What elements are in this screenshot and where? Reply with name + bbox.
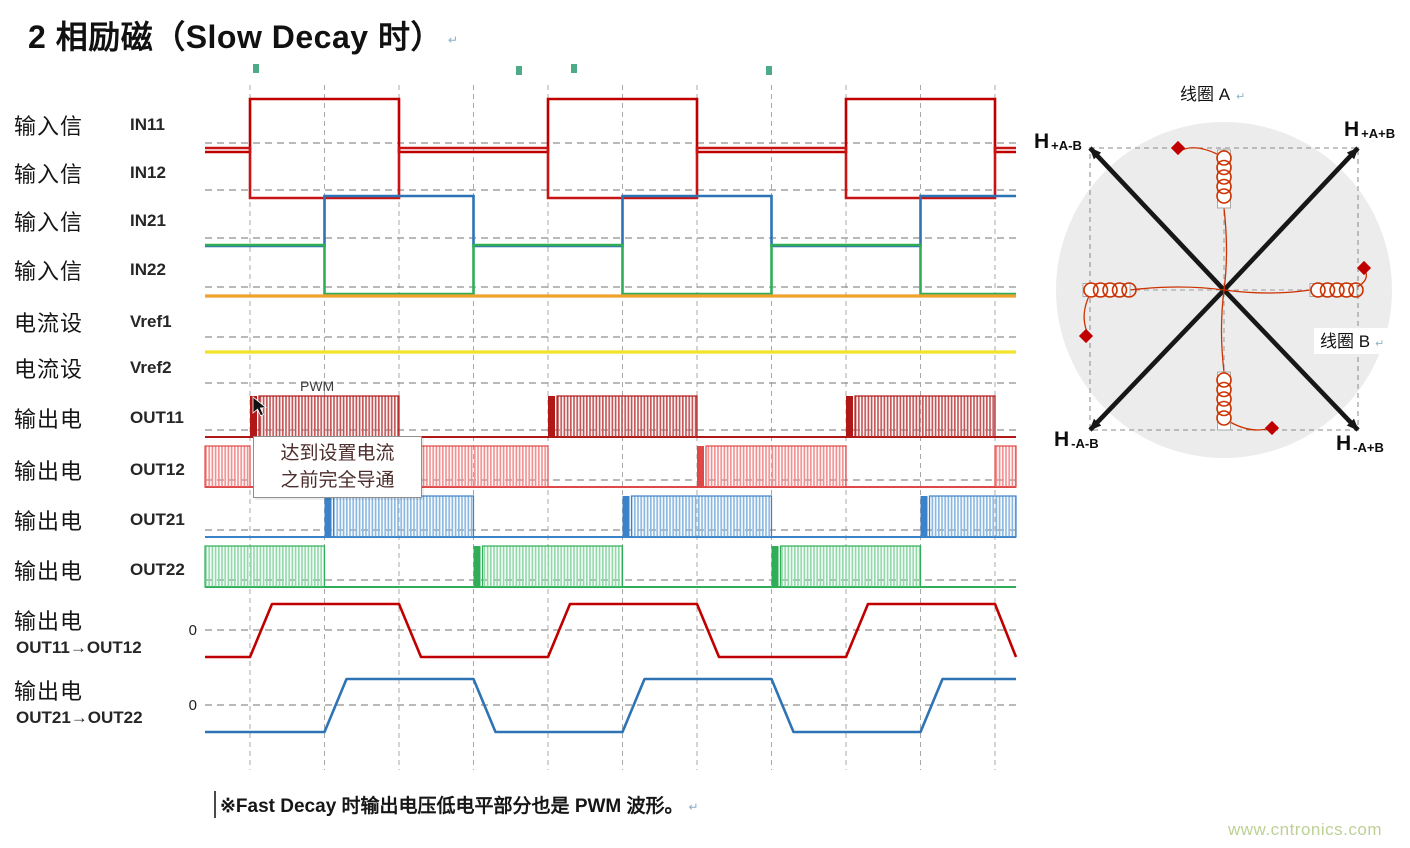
coil-bottom-loop bbox=[1216, 400, 1232, 417]
coil-left-loop bbox=[1092, 282, 1109, 298]
pwm-burst-OUT11 bbox=[556, 395, 698, 438]
coil-b-label-bg bbox=[1314, 328, 1396, 354]
coil-top-loop bbox=[1216, 188, 1232, 204]
lead-pulse-OUT22 bbox=[771, 546, 779, 587]
pwm-burst-OUT22 bbox=[779, 545, 922, 588]
lead-pulse-OUT21 bbox=[622, 496, 630, 537]
coil-wire bbox=[1129, 286, 1225, 291]
pwm-burst-OUT12 bbox=[705, 445, 847, 488]
diamond-marker bbox=[1170, 140, 1186, 156]
lead-pulse-OUT11 bbox=[250, 396, 257, 437]
coil-right-loop bbox=[1329, 282, 1345, 298]
lead-pulse-OUT21 bbox=[920, 496, 928, 537]
zero-label: 0 bbox=[189, 622, 197, 639]
page-title: 2 相励磁（Slow Decay 时） ↵ bbox=[28, 12, 459, 58]
vector-diagram: 线圈 A ↵ 线圈 B ↵ H +A-B H +A+B H -A-B H -A+B bbox=[1034, 85, 1396, 458]
coil-top-loop bbox=[1216, 178, 1232, 195]
coil-bottom-loop bbox=[1216, 372, 1232, 388]
paragraph-mark-icon: ↵ bbox=[688, 799, 699, 814]
coil-bottom-loop bbox=[1216, 391, 1232, 407]
pwm-burst-OUT11 bbox=[854, 395, 996, 438]
coil-top-loop bbox=[1216, 169, 1232, 185]
annotation-box: 达到设置电流 之前完全导通 bbox=[253, 436, 422, 498]
pwm-burst-OUT12 bbox=[204, 445, 251, 488]
coil-top-loop bbox=[1216, 159, 1232, 176]
artifact-mark bbox=[766, 66, 772, 75]
pwm-burst-OUT21 bbox=[332, 495, 475, 538]
diamond-marker bbox=[1356, 260, 1372, 276]
coil-right-loop bbox=[1338, 282, 1355, 298]
pwm-burst-OUT12 bbox=[407, 445, 549, 488]
annotation-line-1: 达到设置电流 bbox=[280, 443, 395, 464]
corner-label: H -A+B bbox=[1336, 432, 1384, 455]
waveform-OUT21→OUT22 bbox=[205, 677, 1016, 734]
pwm-burst-OUT11 bbox=[258, 395, 400, 438]
coil-bottom-loop bbox=[1216, 381, 1232, 398]
diamond-marker bbox=[1078, 328, 1094, 344]
coil-b-label: 线圈 B ↵ bbox=[1320, 332, 1384, 351]
artifact-mark bbox=[571, 64, 577, 73]
footnote: ※Fast Decay 时输出电压低电平部分也是 PWM 波形。 ↵ bbox=[214, 791, 699, 818]
coil-left-loop bbox=[1111, 282, 1128, 298]
watermark: www.cntronics.com bbox=[1228, 820, 1382, 839]
lead-pulse-OUT11 bbox=[548, 396, 555, 437]
pwm-burst-OUT22 bbox=[204, 545, 326, 588]
waveform-IN22 bbox=[205, 243, 1016, 296]
corner-label: H +A-B bbox=[1034, 130, 1082, 153]
vector-arrow bbox=[1222, 146, 1360, 292]
coil-right-loop bbox=[1319, 282, 1336, 298]
cursor-icon bbox=[252, 396, 268, 417]
coil-wire bbox=[1220, 289, 1225, 373]
coil-left-loop bbox=[1121, 282, 1137, 298]
coil-bottom-loop bbox=[1216, 410, 1232, 426]
coil-a-label: 线圈 A ↵ bbox=[1180, 85, 1245, 104]
pwm-burst-OUT21 bbox=[630, 495, 773, 538]
corner-label: H +A+B bbox=[1344, 118, 1395, 141]
coil-right-loop bbox=[1348, 282, 1364, 298]
coil-left-loop bbox=[1083, 282, 1099, 298]
lead-pulse-OUT12 bbox=[697, 446, 704, 487]
corner-label: H -A-B bbox=[1054, 428, 1099, 451]
annotation-line-2: 之前完全导通 bbox=[280, 470, 395, 491]
diamond-marker bbox=[1264, 420, 1280, 436]
zero-label: 0 bbox=[189, 697, 197, 714]
waveform-IN21 bbox=[205, 194, 1016, 248]
lead-pulse-OUT11 bbox=[846, 396, 853, 437]
pwm-burst-OUT22 bbox=[481, 545, 624, 588]
waveform-OUT11→OUT12 bbox=[205, 602, 1018, 659]
vector-arrow bbox=[1222, 288, 1360, 432]
coil-wire bbox=[1223, 207, 1228, 291]
paragraph-mark-icon: ↵ bbox=[447, 32, 459, 47]
pwm-label: PWM bbox=[300, 378, 334, 394]
lead-pulse-OUT22 bbox=[473, 546, 481, 587]
lead-pulse-OUT21 bbox=[324, 496, 332, 537]
artifact-mark bbox=[253, 64, 259, 73]
vector-arrow bbox=[1088, 288, 1226, 432]
artifact-mark bbox=[516, 66, 522, 75]
coil-right-loop bbox=[1310, 282, 1326, 298]
waveform-IN11 bbox=[205, 97, 1016, 154]
footnote-text: ※Fast Decay 时输出电压低电平部分也是 PWM 波形。 bbox=[220, 796, 684, 817]
coil-left-loop bbox=[1102, 282, 1118, 298]
page-title-text: 2 相励磁（Slow Decay 时） bbox=[28, 19, 443, 55]
pwm-burst-OUT21 bbox=[928, 495, 1017, 538]
pwm-burst-OUT12 bbox=[994, 445, 1017, 488]
coil-top-loop bbox=[1216, 150, 1232, 166]
coil-wire bbox=[1181, 147, 1218, 155]
vector-arrow bbox=[1088, 146, 1226, 292]
coil-wire bbox=[1223, 289, 1311, 294]
